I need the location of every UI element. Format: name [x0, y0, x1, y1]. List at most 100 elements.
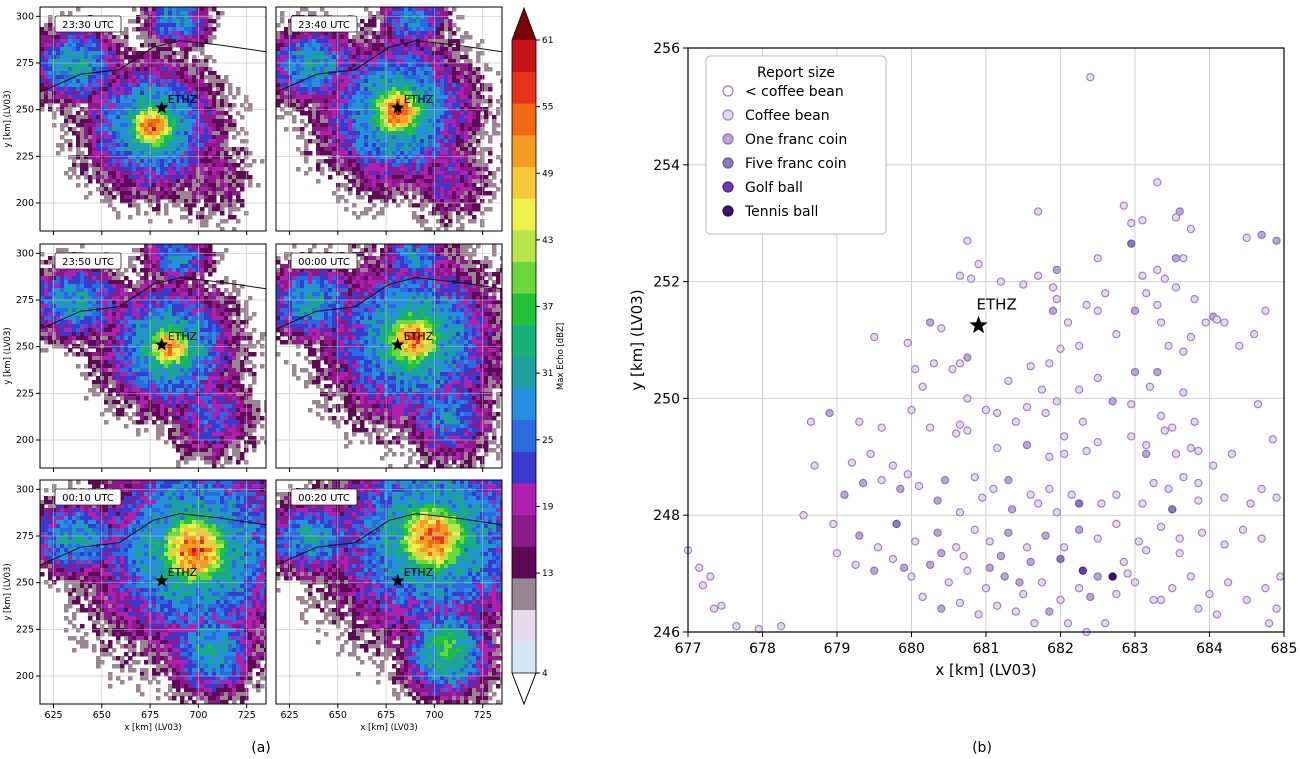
echo-pixel	[236, 91, 241, 96]
echo-pixel	[348, 187, 353, 192]
echo-pixel	[176, 51, 181, 56]
echo-pixel	[212, 260, 217, 265]
echo-pixel	[304, 71, 309, 76]
echo-pixel	[96, 171, 101, 176]
echo-pixel	[320, 47, 325, 52]
echo-pixel	[416, 175, 421, 180]
echo-pixel	[184, 95, 189, 100]
echo-pixel	[164, 248, 169, 253]
echo-pixel	[204, 15, 209, 20]
echo-pixel	[96, 276, 101, 281]
echo-pixel	[48, 99, 53, 104]
echo-pixel	[112, 288, 117, 293]
echo-pixel	[200, 288, 205, 293]
echo-pixel	[64, 59, 69, 64]
echo-pixel	[140, 55, 145, 60]
echo-pixel	[320, 79, 325, 84]
echo-pixel	[96, 115, 101, 120]
echo-pixel	[184, 47, 189, 52]
echo-pixel	[156, 51, 161, 56]
echo-pixel	[300, 127, 305, 132]
echo-pixel	[316, 87, 321, 92]
echo-pixel	[168, 175, 173, 180]
echo-pixel	[312, 35, 317, 40]
echo-pixel	[232, 179, 237, 184]
echo-pixel	[184, 11, 189, 16]
echo-pixel	[164, 39, 169, 44]
echo-pixel	[220, 107, 225, 112]
echo-pixel	[216, 300, 221, 305]
echo-pixel	[180, 296, 185, 301]
echo-pixel	[356, 47, 361, 52]
echo-pixel	[408, 167, 413, 172]
echo-pixel	[400, 155, 405, 160]
echo-pixel	[456, 119, 461, 124]
echo-pixel	[348, 143, 353, 148]
echo-pixel	[236, 179, 241, 184]
echo-pixel	[60, 67, 65, 72]
echo-pixel	[356, 167, 361, 172]
echo-pixel	[380, 63, 385, 68]
echo-pixel	[88, 95, 93, 100]
echo-pixel	[116, 191, 121, 196]
echo-pixel	[208, 183, 213, 188]
echo-pixel	[216, 115, 221, 120]
echo-pixel	[480, 171, 485, 176]
echo-pixel	[76, 163, 81, 168]
echo-pixel	[236, 219, 241, 224]
echo-pixel	[200, 139, 205, 144]
echo-pixel	[284, 59, 289, 64]
echo-pixel	[208, 31, 213, 36]
echo-pixel	[284, 83, 289, 88]
echo-pixel	[144, 155, 149, 160]
echo-pixel	[440, 7, 445, 12]
echo-pixel	[68, 99, 73, 104]
echo-pixel	[144, 75, 149, 80]
echo-pixel	[452, 127, 457, 132]
echo-pixel	[124, 99, 129, 104]
echo-pixel	[372, 131, 377, 136]
echo-pixel	[344, 119, 349, 124]
echo-pixel	[472, 131, 477, 136]
echo-pixel	[328, 135, 333, 140]
echo-pixel	[392, 43, 397, 48]
echo-pixel	[176, 155, 181, 160]
echo-pixel	[128, 195, 133, 200]
echo-pixel	[192, 143, 197, 148]
echo-pixel	[368, 11, 373, 16]
echo-pixel	[220, 199, 225, 204]
echo-pixel	[348, 107, 353, 112]
echo-pixel	[312, 51, 317, 56]
echo-pixel	[388, 163, 393, 168]
echo-pixel	[180, 300, 185, 305]
echo-pixel	[440, 151, 445, 156]
echo-pixel	[176, 131, 181, 136]
echo-pixel	[332, 63, 337, 68]
echo-pixel	[144, 280, 149, 285]
echo-pixel	[372, 179, 377, 184]
echo-pixel	[76, 55, 81, 60]
echo-pixel	[156, 268, 161, 273]
echo-pixel	[480, 87, 485, 92]
echo-pixel	[64, 87, 69, 92]
echo-pixel	[208, 260, 213, 265]
echo-pixel	[88, 67, 93, 72]
echo-pixel	[92, 39, 97, 44]
echo-pixel	[168, 31, 173, 36]
echo-pixel	[472, 207, 477, 212]
echo-pixel	[440, 79, 445, 84]
echo-pixel	[176, 191, 181, 196]
echo-pixel	[440, 207, 445, 212]
echo-pixel	[404, 103, 409, 108]
echo-pixel	[168, 155, 173, 160]
echo-pixel	[396, 19, 401, 24]
echo-pixel	[396, 191, 401, 196]
echo-pixel	[468, 139, 473, 144]
echo-pixel	[88, 83, 93, 88]
echo-pixel	[156, 7, 161, 12]
echo-pixel	[200, 143, 205, 148]
echo-pixel	[328, 159, 333, 164]
echo-pixel	[396, 187, 401, 192]
echo-pixel	[40, 268, 45, 273]
